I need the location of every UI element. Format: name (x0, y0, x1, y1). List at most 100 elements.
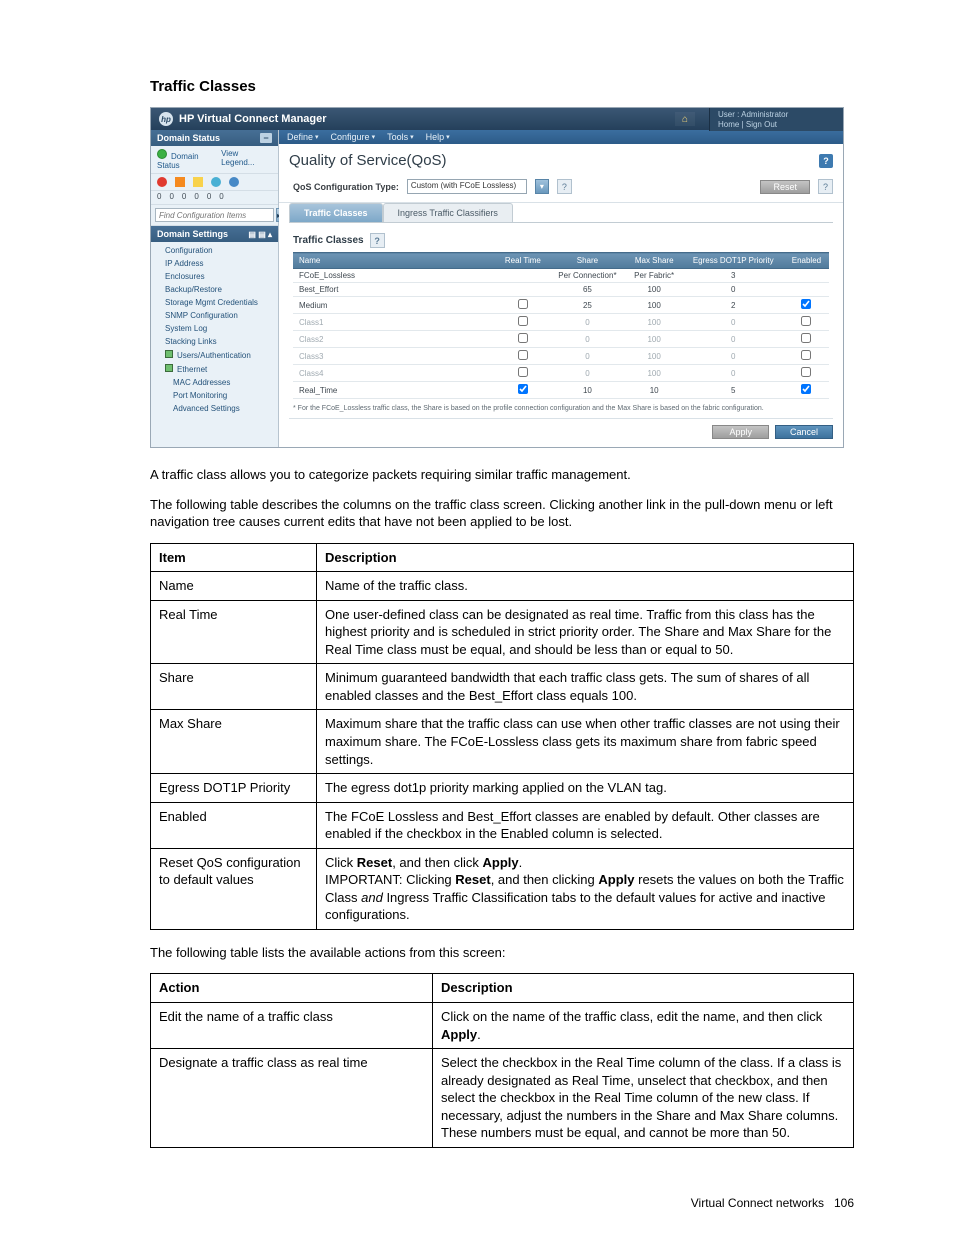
desc-cell: One user-defined class can be designated… (317, 600, 854, 664)
hp-logo-icon: hp (159, 112, 173, 126)
item-cell: Enabled (151, 802, 317, 848)
realtime-checkbox[interactable] (518, 384, 528, 394)
user-line2[interactable]: Home | Sign Out (718, 120, 835, 130)
critical-icon (157, 177, 167, 187)
table-row: EnabledThe FCoE Lossless and Best_Effort… (151, 802, 854, 848)
enabled-checkbox[interactable] (801, 367, 811, 377)
table-actions: Action Description Edit the name of a tr… (150, 973, 854, 1147)
sidebar-item-advanced-settings[interactable]: Advanced Settings (151, 402, 278, 415)
sidebar-item-stacking-links[interactable]: Stacking Links (151, 335, 278, 348)
table-row: Class201000 (293, 331, 829, 348)
qos-config-label: QoS Configuration Type: (293, 182, 399, 192)
sidebar-item-backup-restore[interactable]: Backup/Restore (151, 283, 278, 296)
help-icon[interactable]: ? (819, 154, 833, 168)
sidebar-item-port-monitoring[interactable]: Port Monitoring (151, 389, 278, 402)
table-row: Class101000 (293, 314, 829, 331)
traffic-classes-subheader: Traffic Classes (293, 235, 364, 246)
item-cell: Egress DOT1P Priority (151, 774, 317, 803)
col-maxshare[interactable]: Max Share (626, 253, 683, 269)
major-icon (175, 177, 185, 187)
desc-cell: Minimum guaranteed bandwidth that each t… (317, 664, 854, 710)
table-row: Max ShareMaximum share that the traffic … (151, 710, 854, 774)
sidebar-item-mac-addresses[interactable]: MAC Addresses (151, 376, 278, 389)
desc-cell: Click on the name of the traffic class, … (433, 1003, 854, 1049)
user-line1: User : Administrator (718, 110, 835, 120)
minor-icon (193, 177, 203, 187)
status-counts: 0 0 0 0 0 0 (151, 191, 278, 205)
apply-button[interactable]: Apply (712, 425, 769, 439)
action-cell: Edit the name of a traffic class (151, 1003, 433, 1049)
user-box: User : Administrator Home | Sign Out (709, 108, 843, 131)
col-share[interactable]: Share (549, 253, 626, 269)
col-realtime[interactable]: Real Time (497, 253, 549, 269)
desc-cell: The FCoE Lossless and Best_Effort classe… (317, 802, 854, 848)
col-egress[interactable]: Egress DOT1P Priority (683, 253, 784, 269)
desc-cell: Maximum share that the traffic class can… (317, 710, 854, 774)
enabled-checkbox[interactable] (801, 384, 811, 394)
screenshot: hp HP Virtual Connect Manager ⌂ User : A… (150, 107, 844, 448)
sidebar-item-configuration[interactable]: Configuration (151, 244, 278, 257)
para-intro: A traffic class allows you to categorize… (150, 466, 854, 484)
item-cell: Max Share (151, 710, 317, 774)
qos-config-info-icon[interactable]: ? (557, 179, 572, 194)
desc-cell: The egress dot1p priority marking applie… (317, 774, 854, 803)
view-legend-link[interactable]: View Legend... (221, 149, 272, 170)
menubar: Define▾ Configure▾ Tools▾ Help▾ (279, 130, 843, 144)
table-row: Reset QoS configuration to default value… (151, 848, 854, 929)
realtime-checkbox[interactable] (518, 316, 528, 326)
sidebar-item-storage-mgmt-credentials[interactable]: Storage Mgmt Credentials (151, 296, 278, 309)
th-item: Item (151, 543, 317, 572)
table-row: Real TimeOne user-defined class can be d… (151, 600, 854, 664)
sidebar-item-snmp-configuration[interactable]: SNMP Configuration (151, 309, 278, 322)
tab-ingress-classifiers[interactable]: Ingress Traffic Classifiers (383, 203, 513, 222)
realtime-checkbox[interactable] (518, 299, 528, 309)
table-row: Class401000 (293, 365, 829, 382)
col-name[interactable]: Name (293, 253, 497, 269)
settings-expand-icon[interactable]: ▤ ▤ ▴ (248, 230, 272, 239)
content-panel: Define▾ Configure▾ Tools▾ Help▾ Quality … (279, 130, 843, 447)
sidebar-item-ip-address[interactable]: IP Address (151, 257, 278, 270)
table-row: Medium251002 (293, 297, 829, 314)
menu-tools[interactable]: Tools▾ (387, 132, 414, 142)
menu-help[interactable]: Help▾ (426, 132, 450, 142)
footnote: * For the FCoE_Lossless traffic class, t… (279, 401, 843, 418)
th-action: Action (151, 974, 433, 1003)
traffic-classes-info-icon[interactable]: ? (370, 233, 385, 248)
home-icon[interactable]: ⌂ (675, 112, 695, 126)
desc-cell: Click Reset, and then click Apply.IMPORT… (317, 848, 854, 929)
realtime-checkbox[interactable] (518, 367, 528, 377)
search-input[interactable] (155, 208, 274, 222)
tree-icon (165, 350, 173, 358)
sidebar-item-users-authentication[interactable]: Users/Authentication (151, 348, 278, 362)
menu-configure[interactable]: Configure▾ (331, 132, 376, 142)
realtime-checkbox[interactable] (518, 350, 528, 360)
cancel-button[interactable]: Cancel (775, 425, 833, 439)
enabled-checkbox[interactable] (801, 299, 811, 309)
status-ok-icon (157, 149, 167, 159)
para-table-intro: The following table describes the column… (150, 496, 854, 531)
enabled-checkbox[interactable] (801, 350, 811, 360)
realtime-checkbox[interactable] (518, 333, 528, 343)
sidebar: Domain Status − Domain Status View Legen… (151, 130, 279, 447)
table-row: Designate a traffic class as real timeSe… (151, 1049, 854, 1148)
reset-button[interactable]: Reset (760, 180, 810, 194)
reset-info-icon[interactable]: ? (818, 179, 833, 194)
sidebar-item-system-log[interactable]: System Log (151, 322, 278, 335)
desc-cell: Select the checkbox in the Real Time col… (433, 1049, 854, 1148)
sidebar-item-ethernet[interactable]: Ethernet (151, 362, 278, 376)
tab-traffic-classes[interactable]: Traffic Classes (289, 203, 383, 222)
qos-config-select: Custom (with FCoE Lossless) (407, 179, 527, 194)
domain-status-link[interactable]: Domain Status (157, 149, 221, 170)
enabled-checkbox[interactable] (801, 316, 811, 326)
enabled-checkbox[interactable] (801, 333, 811, 343)
col-enabled[interactable]: Enabled (784, 253, 829, 269)
unknown-icon (211, 177, 221, 187)
menu-define[interactable]: Define▾ (287, 132, 319, 142)
qos-config-dropdown-icon[interactable]: ▾ (535, 179, 549, 194)
status-icons-row (151, 174, 278, 191)
info-icon (229, 177, 239, 187)
sidebar-item-enclosures[interactable]: Enclosures (151, 270, 278, 283)
page-footer: Virtual Connect networks 106 (150, 1196, 854, 1210)
table-row: Egress DOT1P PriorityThe egress dot1p pr… (151, 774, 854, 803)
collapse-icon[interactable]: − (260, 133, 272, 143)
